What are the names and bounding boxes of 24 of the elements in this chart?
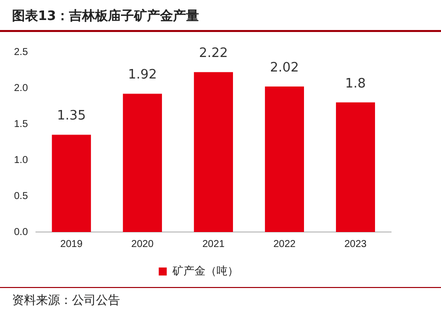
chart-title: 图表13：吉林板庙子矿产金产量: [0, 4, 441, 32]
x-tick-label: 2022: [273, 238, 296, 250]
x-tick-label: 2023: [344, 238, 368, 250]
bar: [122, 94, 162, 232]
x-tick-label: 2021: [202, 238, 226, 250]
x-tick-label: 2020: [131, 238, 154, 250]
bar: [336, 102, 376, 232]
y-tick-label: 0.0: [14, 226, 28, 238]
data-label: 1.8: [345, 76, 366, 92]
data-label: 1.35: [56, 108, 86, 124]
legend-label: 矿产金（吨）: [171, 264, 238, 278]
text: 资料来源：公司公告: [0, 287, 441, 312]
y-tick-label: 0.5: [14, 190, 28, 202]
bar: [52, 134, 91, 232]
bar: [264, 86, 304, 232]
data-label: 1.92: [128, 68, 157, 83]
data-label: 2.22: [198, 46, 228, 62]
y-tick-label: 2.0: [14, 82, 28, 94]
y-tick-label: 1.0: [14, 154, 28, 166]
bar: [194, 72, 233, 232]
x-tick-label: 2019: [60, 238, 83, 250]
data-label: 2.02: [270, 60, 299, 76]
y-tick-label: 1.5: [14, 118, 28, 130]
y-tick-label: 2.5: [14, 46, 28, 58]
